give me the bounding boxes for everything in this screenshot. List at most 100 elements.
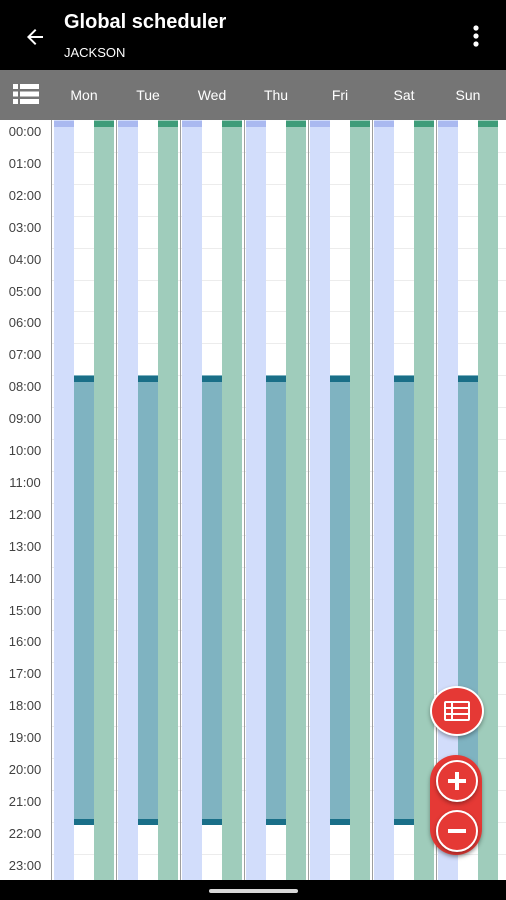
system-nav-bar (0, 880, 506, 900)
day-label-thu: Thu (263, 87, 289, 103)
day-column-wed (180, 120, 244, 880)
hour-label: 14:00 (8, 570, 42, 586)
time-axis: 00:00 01:00 02:00 03:00 04:00 05:00 06:00 07:00… (0, 120, 52, 880)
day-column-fri (308, 120, 372, 880)
page-subtitle: JACKSON (64, 45, 126, 60)
blue-period-bar-start-marker (374, 121, 394, 127)
day-label-mon: Mon (70, 87, 98, 103)
green-period-bar-start-marker (350, 121, 370, 127)
hour-gridline (52, 151, 506, 153)
blue-period-bar[interactable] (310, 120, 330, 880)
day-column-thu (244, 120, 308, 880)
green-period-bar[interactable] (414, 120, 434, 880)
list-icon (13, 84, 39, 104)
overflow-menu-button[interactable] (466, 21, 486, 51)
teal-period-bar-end-marker (266, 818, 286, 825)
green-period-bar-start-marker (222, 121, 242, 127)
day-label-tue: Tue (136, 87, 160, 103)
teal-period-bar-end-marker (202, 818, 222, 825)
day-divider (116, 120, 117, 880)
blue-period-bar-start-marker (182, 121, 202, 127)
day-label-sun: Sun (455, 87, 481, 103)
teal-period-bar-start-marker (330, 376, 350, 383)
teal-period-bar-start-marker (138, 376, 158, 383)
hour-gridline (52, 247, 506, 249)
green-period-bar[interactable] (478, 120, 498, 880)
hour-label: 17:00 (8, 666, 42, 682)
day-column-sat (372, 120, 436, 880)
page-title: Global scheduler (64, 11, 227, 33)
day-divider (308, 120, 309, 880)
teal-period-bar-end-marker (330, 818, 350, 825)
zoom-in-button[interactable] (436, 760, 478, 802)
minus-icon (448, 829, 466, 833)
day-header: Mon Tue Wed Thu Fri Sat Sun (0, 70, 506, 120)
hour-label: 22:00 (8, 825, 42, 841)
green-period-bar-start-marker (414, 121, 434, 127)
teal-period-bar[interactable] (330, 375, 350, 822)
list-view-button[interactable] (12, 82, 40, 106)
teal-period-bar[interactable] (202, 375, 222, 822)
schedule-grid[interactable]: 00:00 01:00 02:00 03:00 04:00 05:00 06:00 07:00… (0, 120, 506, 880)
teal-period-bar-end-marker (74, 818, 94, 825)
hour-label: 23:00 (8, 857, 42, 873)
blue-period-bar-start-marker (310, 121, 330, 127)
hour-label: 12:00 (8, 506, 42, 522)
green-period-bar[interactable] (222, 120, 242, 880)
green-period-bar-start-marker (286, 121, 306, 127)
hour-label: 13:00 (8, 538, 42, 554)
blue-period-bar[interactable] (246, 120, 266, 880)
green-period-bar[interactable] (94, 120, 114, 880)
hour-label: 20:00 (8, 762, 42, 777)
green-period-bar[interactable] (286, 120, 306, 880)
blue-period-bar-start-marker (54, 121, 74, 127)
hour-label: 04:00 (8, 251, 42, 267)
hour-label: 16:00 (8, 634, 42, 650)
teal-period-bar-start-marker (266, 376, 286, 383)
day-divider (372, 120, 373, 880)
green-period-bar[interactable] (350, 120, 370, 880)
teal-period-bar[interactable] (394, 375, 414, 822)
day-label-wed: Wed (197, 87, 227, 103)
home-handle[interactable] (209, 889, 298, 893)
teal-period-bar[interactable] (74, 375, 94, 822)
teal-period-bar-start-marker (202, 376, 222, 383)
teal-period-bar-start-marker (394, 376, 414, 383)
hour-label: 10:00 (8, 443, 42, 458)
hour-label: 08:00 (8, 379, 42, 395)
teal-period-bar-end-marker (394, 818, 414, 825)
hour-label: 07:00 (8, 347, 42, 363)
day-label-sat: Sat (393, 87, 415, 103)
teal-period-bar[interactable] (138, 375, 158, 822)
hour-label: 06:00 (8, 315, 42, 331)
zoom-out-button[interactable] (436, 810, 478, 852)
blue-period-bar[interactable] (118, 120, 138, 880)
hour-label: 21:00 (8, 793, 42, 809)
plus-icon (448, 772, 466, 790)
day-divider (244, 120, 245, 880)
day-label-fri: Fri (331, 87, 349, 103)
day-column-tue (116, 120, 180, 880)
hour-gridline (52, 183, 506, 185)
hour-label: 15:00 (8, 602, 42, 618)
green-period-bar-start-marker (94, 121, 114, 127)
blue-period-bar[interactable] (374, 120, 394, 880)
hour-label: 11:00 (9, 474, 41, 490)
green-period-bar[interactable] (158, 120, 178, 880)
teal-period-bar[interactable] (266, 375, 286, 822)
schedule-list-button[interactable] (430, 686, 484, 736)
back-button[interactable] (18, 20, 52, 54)
hour-label: 03:00 (8, 219, 42, 235)
arrow-left-icon (27, 29, 43, 45)
hour-gridline (52, 343, 506, 345)
hour-gridline (52, 311, 506, 313)
more-vertical-icon (473, 25, 479, 47)
blue-period-bar[interactable] (54, 120, 74, 880)
app-bar: Global scheduler JACKSON (0, 0, 506, 70)
hour-label: 01:00 (8, 155, 42, 171)
hour-label: 09:00 (8, 411, 42, 427)
blue-period-bar-start-marker (118, 121, 138, 127)
teal-period-bar-start-marker (458, 376, 478, 383)
blue-period-bar[interactable] (182, 120, 202, 880)
hour-label: 00:00 (8, 124, 42, 139)
